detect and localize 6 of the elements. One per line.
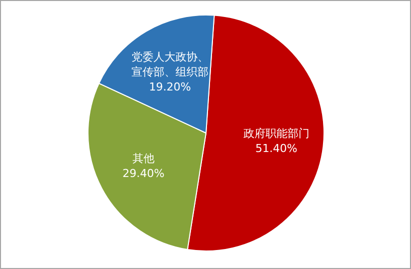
- data-label: 29.40%: [122, 166, 166, 182]
- slice-label: 其他: [132, 151, 156, 166]
- data-label: 19.20%: [148, 80, 192, 95]
- slice-label: 党委人大政协、宣传部、组织部: [130, 50, 210, 80]
- data-label: 51.40%: [254, 141, 298, 156]
- slice-label: 政府职能部门: [242, 126, 310, 142]
